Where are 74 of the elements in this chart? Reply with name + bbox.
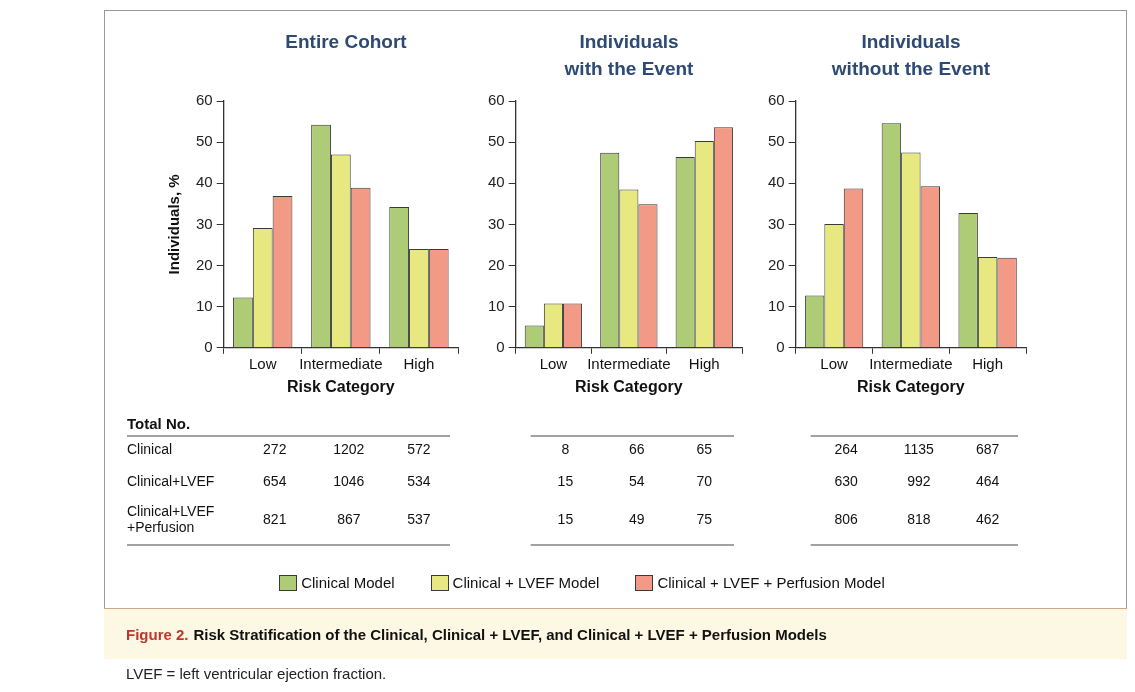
chart-title: Individuals without the Event [830, 30, 992, 81]
text: 806 [834, 510, 858, 527]
y-tick-label: 60 [488, 91, 505, 109]
x-tick-label: High [688, 354, 720, 372]
text: 75 [696, 510, 713, 527]
text: 537 [407, 510, 431, 527]
text: 821 [263, 510, 287, 527]
text: 464 [975, 472, 1000, 489]
y-tick-label: 30 [488, 214, 505, 232]
y-tick-label: 40 [196, 173, 213, 191]
y-tick-label: 0 [204, 337, 213, 355]
y-tick-label: 50 [768, 132, 785, 150]
text: 54 [629, 472, 645, 489]
text: Figure 2. [126, 625, 189, 643]
y-tick-label: 60 [768, 91, 785, 109]
x-axis-title: Risk Category [857, 377, 965, 395]
text: 1046 [333, 472, 365, 489]
x-tick-label: Intermediate [869, 354, 953, 372]
text: LVEF = left ventricular ejection fraction. [125, 665, 388, 682]
legend-label: Clinical + LVEF Model [452, 574, 600, 591]
y-tick-label: 0 [496, 337, 505, 355]
y-tick-label: 40 [768, 173, 785, 191]
text: 65 [696, 440, 713, 457]
x-tick-label: Low [820, 354, 848, 372]
text: 15 [557, 510, 574, 527]
text: 49 [629, 510, 645, 527]
chart-title: Individuals with the Event [563, 30, 695, 81]
x-tick-label: Intermediate [299, 354, 383, 372]
text: 462 [975, 510, 1000, 527]
chart-title: Entire Cohort [284, 30, 408, 54]
y-tick-label: 20 [768, 255, 785, 273]
text: Risk Stratification of the Clinical, Clinical + LVEF, and Clinical + LVEF + Perfusion Models [193, 625, 827, 643]
text: Clinical+LVEF [127, 472, 215, 489]
x-tick-label: High [403, 354, 435, 372]
text: 630 [834, 472, 858, 489]
x-tick-label: Low [539, 354, 568, 372]
text: 1202 [333, 440, 365, 457]
y-axis-title: Individuals, % [165, 174, 183, 275]
y-tick-label: 0 [776, 337, 785, 355]
text: 867 [337, 510, 361, 527]
y-tick-label: 20 [488, 255, 505, 273]
text: 1135 [903, 440, 935, 457]
text: 687 [975, 440, 1000, 457]
legend-label: Clinical Model [301, 574, 395, 591]
y-tick-label: 20 [196, 255, 213, 273]
text: 992 [907, 472, 931, 489]
x-tick-label: Intermediate [587, 354, 671, 372]
x-tick-label: Low [248, 354, 277, 372]
x-axis-title: Risk Category [287, 377, 395, 395]
text: 8 [561, 440, 570, 457]
text: 272 [263, 440, 287, 457]
text: 15 [557, 472, 574, 489]
y-tick-label: 10 [488, 296, 505, 314]
x-tick-label: High [972, 354, 1004, 372]
text: Total No. [127, 415, 191, 433]
text: 818 [907, 510, 931, 527]
text: 572 [407, 440, 431, 457]
text: 534 [407, 472, 431, 489]
text: Clinical+LVEF +Perfusion [127, 502, 215, 535]
text: 70 [696, 472, 713, 489]
text: Clinical [127, 440, 173, 457]
text: 66 [629, 440, 645, 457]
y-tick-label: 30 [768, 214, 785, 232]
y-tick-label: 30 [196, 214, 213, 232]
y-tick-label: 10 [768, 296, 785, 314]
y-tick-label: 40 [488, 173, 505, 191]
y-tick-label: 50 [196, 132, 213, 150]
x-axis-title: Risk Category [575, 377, 683, 395]
y-tick-label: 10 [196, 296, 213, 314]
y-tick-label: 60 [196, 91, 213, 109]
text: 654 [263, 472, 287, 489]
y-tick-label: 50 [488, 132, 505, 150]
legend-label: Clinical + LVEF + Perfusion Model [657, 574, 885, 591]
text: 264 [834, 440, 858, 457]
